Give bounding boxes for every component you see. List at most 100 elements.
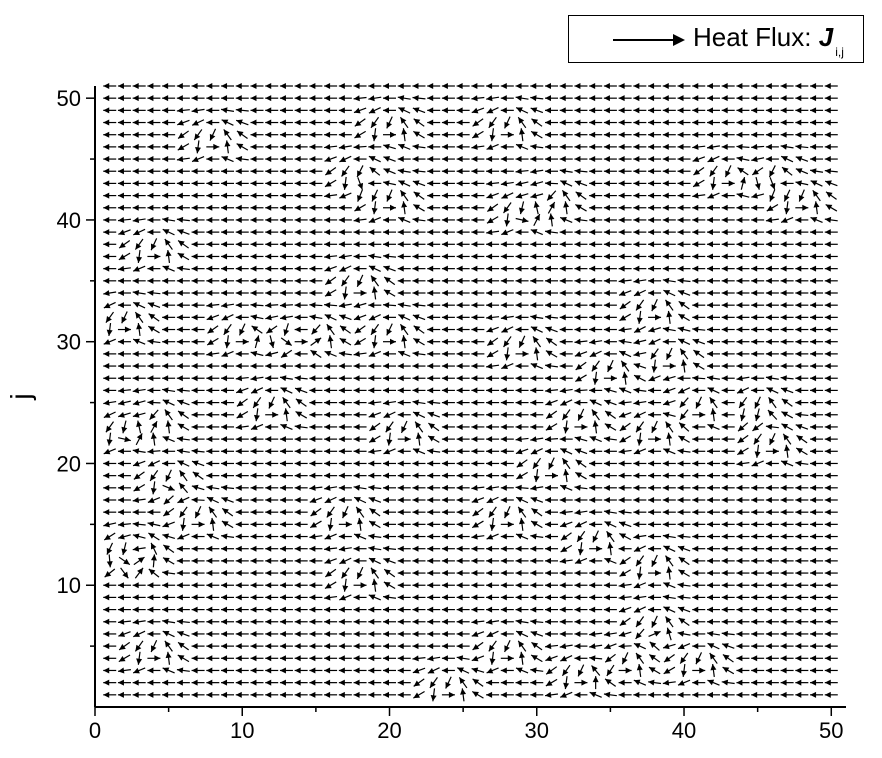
flux-arrow: [575, 509, 588, 515]
flux-arrow: [309, 607, 322, 613]
flux-arrow: [486, 546, 499, 552]
flux-arrow: [280, 473, 293, 479]
flux-arrow: [472, 656, 484, 662]
flux-arrow: [206, 168, 219, 174]
flux-arrow: [678, 83, 691, 89]
flux-arrow: [442, 497, 455, 503]
flux-arrow: [486, 607, 499, 613]
flux-arrow: [357, 177, 363, 189]
flux-arrow: [708, 643, 720, 649]
flux-arrow: [206, 363, 219, 369]
flux-arrow: [722, 497, 735, 503]
flux-arrow: [236, 339, 249, 345]
flux-arrow: [795, 107, 808, 113]
flux-arrow: [814, 201, 820, 214]
flux-arrow: [826, 192, 837, 200]
flux-arrow: [678, 241, 691, 247]
flux-arrow: [766, 582, 779, 588]
flux-arrow: [295, 144, 308, 150]
flux-arrow: [206, 144, 219, 150]
flux-arrow: [722, 448, 735, 454]
flux-arrow: [663, 217, 676, 223]
flux-arrow: [118, 534, 131, 540]
flux-arrow: [147, 631, 160, 637]
flux-arrow: [265, 582, 278, 588]
flux-arrow: [516, 692, 529, 698]
flux-arrow: [354, 558, 367, 564]
flux-arrow: [166, 420, 172, 433]
flux-arrow: [810, 400, 823, 406]
flux-arrow: [457, 655, 470, 661]
y-tick-label: 40: [57, 208, 81, 233]
flux-arrow: [545, 643, 558, 649]
flux-arrow: [324, 302, 337, 308]
flux-arrow: [501, 594, 514, 600]
flux-arrow: [163, 508, 174, 516]
flux-arrow: [752, 168, 763, 175]
flux-arrow: [678, 193, 691, 199]
flux-arrow: [707, 460, 720, 466]
flux-arrow: [692, 132, 705, 138]
flux-arrow: [177, 339, 190, 345]
flux-arrow: [575, 522, 587, 528]
flux-arrow: [620, 436, 631, 443]
flux-arrow: [398, 241, 411, 247]
flux-arrow: [412, 253, 425, 259]
flux-arrow: [295, 168, 308, 174]
flux-arrow: [604, 485, 617, 491]
flux-arrow: [250, 680, 263, 686]
flux-arrow: [678, 156, 691, 162]
flux-arrow: [398, 607, 411, 613]
flux-arrow: [751, 667, 764, 673]
flux-arrow: [324, 132, 337, 138]
flux-arrow: [221, 217, 234, 223]
flux-arrow: [295, 594, 308, 600]
flux-arrow: [531, 107, 543, 113]
flux-arrow: [295, 485, 308, 491]
flux-arrow: [355, 119, 366, 127]
flux-arrow: [309, 460, 322, 466]
flux-arrow: [766, 607, 779, 613]
flux-arrow: [370, 167, 380, 175]
flux-arrow: [309, 144, 322, 150]
flux-arrow: [236, 217, 249, 223]
flux-arrow: [457, 314, 470, 320]
flux-arrow: [737, 448, 748, 455]
flux-arrow: [619, 83, 632, 89]
flux-arrow: [457, 302, 470, 308]
flux-arrow: [545, 387, 558, 393]
flux-arrow: [383, 363, 396, 369]
flux-arrow: [664, 667, 675, 674]
flux-arrow: [368, 241, 381, 247]
flux-arrow: [133, 180, 146, 186]
flux-arrow: [384, 582, 395, 589]
flux-arrow: [471, 582, 484, 588]
flux-arrow: [383, 607, 396, 613]
flux-arrow: [607, 542, 613, 555]
flux-arrow: [103, 180, 116, 186]
flux-arrow: [574, 594, 587, 600]
flux-arrow: [810, 314, 823, 320]
flux-arrow: [398, 667, 411, 673]
flux-arrow: [692, 619, 705, 625]
flux-arrow: [192, 339, 205, 345]
flux-arrow: [678, 326, 691, 332]
flux-arrow: [121, 421, 127, 434]
flux-arrow: [781, 424, 792, 430]
flux-arrow: [781, 692, 794, 698]
flux-arrow: [766, 546, 779, 552]
flux-arrow: [148, 521, 161, 527]
flux-arrow: [147, 619, 160, 625]
flux-arrow: [192, 95, 205, 101]
flux-arrow: [736, 521, 749, 527]
flux-arrow: [324, 241, 337, 247]
flux-arrow: [810, 156, 823, 162]
flux-arrow: [442, 193, 455, 199]
flux-arrow: [707, 570, 720, 576]
flux-arrow: [604, 132, 617, 138]
flux-arrow: [412, 631, 425, 637]
flux-arrow: [162, 534, 174, 540]
flux-arrow: [103, 107, 116, 113]
flux-arrow: [250, 643, 263, 649]
flux-arrow: [795, 412, 808, 418]
